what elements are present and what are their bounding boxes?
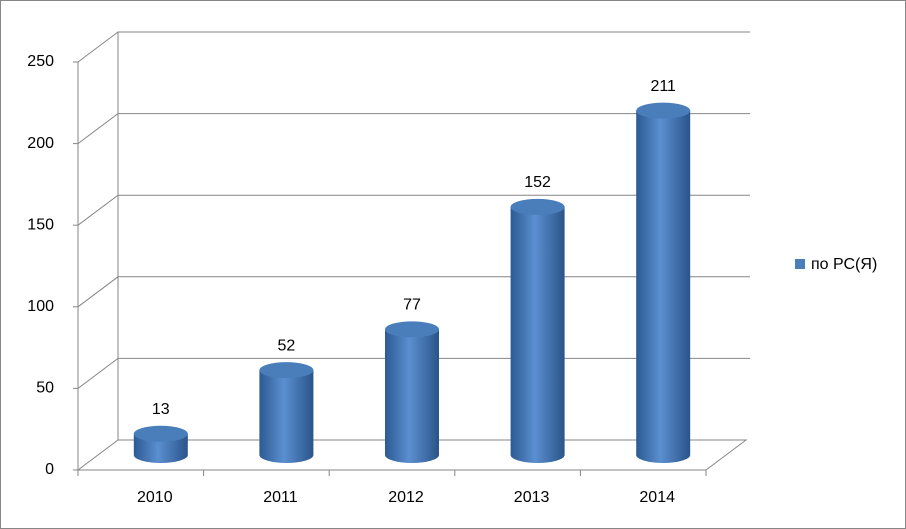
grid-line <box>77 31 750 63</box>
data-label: 13 <box>152 401 170 418</box>
x-tick-label: 2013 <box>514 489 550 506</box>
y-tick-label: 50 <box>36 380 54 397</box>
legend-swatch <box>795 259 805 269</box>
bar-top <box>259 362 314 379</box>
data-label: 52 <box>278 337 296 354</box>
bar-top <box>133 425 188 442</box>
legend-label: по РС(Я) <box>811 256 877 273</box>
y-tick-label: 0 <box>45 461 54 478</box>
y-tick-label: 200 <box>27 135 54 152</box>
x-tick-label: 2012 <box>388 489 424 506</box>
x-tick-label: 2014 <box>639 489 675 506</box>
data-label: 77 <box>403 297 421 314</box>
bar-top <box>510 198 565 215</box>
floor <box>76 439 748 471</box>
data-label: 152 <box>524 174 551 191</box>
grid-line <box>77 194 750 226</box>
bar <box>133 433 188 463</box>
bar-top <box>385 321 439 338</box>
x-tick-label: 2011 <box>263 489 298 506</box>
data-label: 211 <box>650 78 676 95</box>
y-tick-label: 100 <box>27 298 54 315</box>
y-tick-label: 250 <box>27 53 54 70</box>
bar <box>259 370 314 463</box>
grid-line <box>77 113 750 144</box>
y-tick-label: 150 <box>27 216 54 233</box>
x-tick-label: 2010 <box>137 489 173 506</box>
bar <box>385 329 439 463</box>
bar <box>510 206 565 463</box>
bar <box>636 110 691 463</box>
bar-top <box>636 102 691 119</box>
